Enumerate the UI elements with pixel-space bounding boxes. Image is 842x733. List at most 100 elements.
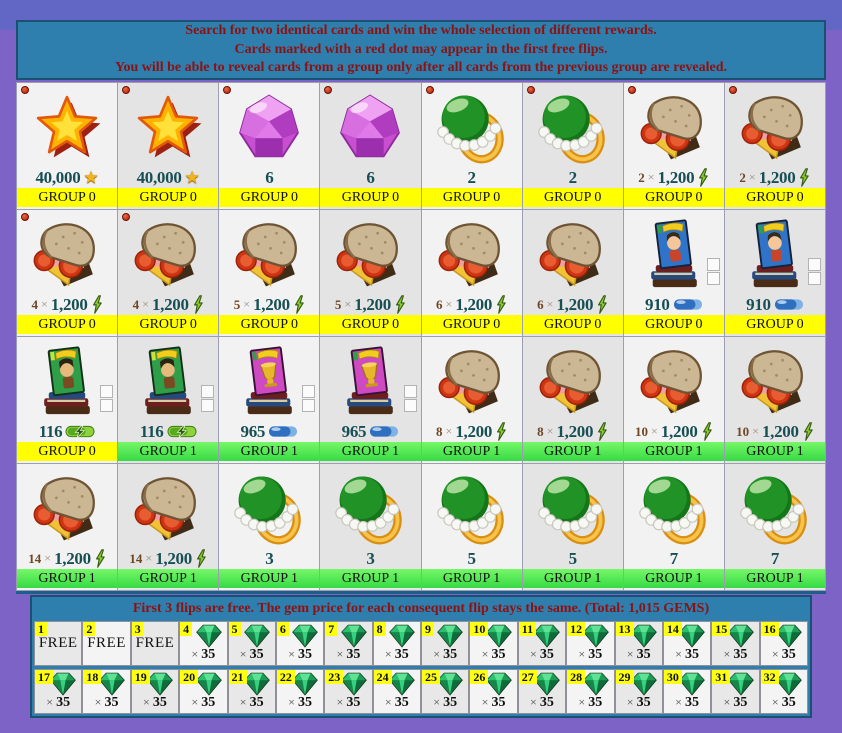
star-icon — [17, 85, 117, 167]
energy-bolt-icon — [193, 295, 203, 314]
group-label: GROUP 1 — [118, 442, 219, 461]
gem-count: 35 — [297, 647, 312, 662]
flip-number: 30 — [663, 670, 682, 684]
gem-cost: × 35 — [325, 693, 371, 711]
reward-value: 14 × 1,200 — [28, 548, 106, 569]
times-symbol: × — [239, 695, 250, 709]
times-symbol: × — [191, 695, 202, 709]
flip-number: 3 — [131, 622, 144, 636]
reward-card: 5 GROUP 1 — [421, 464, 522, 590]
gem-icon — [727, 672, 754, 696]
group-label: GROUP 1 — [320, 442, 421, 461]
comic-green-icon — [17, 339, 117, 421]
reward-multiplier: 8 — [537, 423, 544, 439]
energy-bolt-icon — [395, 295, 405, 314]
flip-price-cell: 24 × 35 — [372, 669, 421, 714]
reward-card: 4 × 1,200 GROUP 0 — [118, 210, 219, 336]
gem-count: 35 — [781, 647, 796, 662]
sandwich-icon — [320, 212, 420, 294]
group-label: GROUP 1 — [421, 569, 522, 588]
red-dot-indicator — [223, 86, 232, 94]
reward-value: 2 × 1,200 — [638, 167, 709, 188]
reward-amount: 7 — [770, 548, 780, 568]
reward-value: 2 — [568, 167, 578, 188]
reward-value: 40,000 ★ — [137, 167, 200, 188]
reward-value: 7 — [770, 548, 780, 569]
gem-count: 35 — [443, 647, 458, 662]
gem-cost: × 35 — [229, 693, 275, 711]
flip-price-cell: 17 × 35 — [34, 669, 83, 714]
stack-boxes — [808, 258, 821, 285]
times-symbol: × — [288, 695, 298, 709]
reward-card: 2 GROUP 0 — [421, 83, 522, 209]
group-label: GROUP 0 — [320, 188, 421, 207]
energy-bolt-icon — [800, 168, 810, 187]
reward-multiplier: 2 — [638, 169, 645, 185]
gem-purple-icon — [219, 85, 319, 167]
instruction-line-3: You will be able to reveal cards from a … — [114, 60, 728, 76]
reward-value: 6 × 1,200 — [436, 294, 507, 315]
energy-bolt-icon — [803, 422, 813, 441]
energy-bolt-icon — [497, 295, 506, 314]
energy-bolt-icon — [598, 422, 607, 441]
reward-amount: 2 — [467, 167, 476, 187]
reward-multiplier: 5 — [233, 296, 241, 312]
reward-card: 910 GROUP 0 — [724, 210, 825, 336]
gem-cost: × 35 — [567, 693, 613, 711]
reward-card: 2 GROUP 0 — [522, 83, 623, 209]
flip-number: 12 — [567, 622, 586, 636]
pearl-ring-icon — [523, 466, 623, 548]
gem-cost: × 35 — [470, 645, 516, 663]
sandwich-icon — [219, 212, 319, 294]
times-symbol: × — [723, 695, 734, 709]
reward-card: 5 × 1,200 GROUP 0 — [219, 210, 320, 336]
gem-cost: × 35 — [470, 693, 516, 711]
group-label: GROUP 1 — [421, 442, 522, 461]
group-label: GROUP 0 — [724, 315, 825, 334]
gem-count: 35 — [491, 695, 506, 710]
reward-value: 5 — [569, 548, 578, 569]
group-label: GROUP 1 — [219, 442, 320, 461]
reward-value: 910 — [645, 294, 703, 315]
price-panel: First 3 flips are free. The gem price fo… — [30, 595, 812, 718]
reward-value: 116 — [39, 421, 96, 442]
reward-amount: 1,200 — [354, 294, 391, 314]
reward-value: 6 × 1,200 — [537, 294, 608, 315]
group-label: GROUP 0 — [421, 188, 522, 207]
group-label: GROUP 0 — [118, 315, 219, 334]
flip-number: 4 — [180, 622, 193, 636]
times-symbol: × — [46, 695, 57, 709]
sandwich-icon — [422, 339, 522, 421]
flip-number: 14 — [663, 622, 682, 636]
gem-icon — [679, 624, 706, 648]
free-label: FREE — [135, 635, 175, 651]
reward-amount: 1,200 — [761, 421, 799, 441]
group-label: GROUP 1 — [623, 569, 724, 588]
flip-number: 29 — [615, 670, 634, 684]
reward-value: 10 × 1,200 — [635, 421, 713, 442]
pearl-ring-icon — [624, 466, 724, 548]
flip-price-cell: 29 × 35 — [614, 669, 663, 714]
red-dot-indicator — [122, 213, 131, 221]
flip-price-cell: 3 FREE — [130, 621, 180, 666]
times-symbol: × — [626, 647, 637, 661]
reward-card: 965 GROUP 1 — [219, 337, 320, 463]
free-label: FREE — [38, 635, 78, 651]
gem-cost: × 35 — [761, 645, 807, 663]
flip-price-cell: 20 × 35 — [179, 669, 228, 714]
gem-cost: × 35 — [519, 645, 565, 663]
reward-amount: 1,200 — [151, 294, 189, 314]
reward-card: 116 GROUP 1 — [118, 337, 219, 463]
reward-amount: 965 — [240, 421, 266, 441]
reward-amount: 2 — [568, 167, 578, 187]
instruction-line-2: Cards marked with a red dot may appear i… — [234, 41, 608, 57]
gem-cost: × 35 — [422, 645, 468, 663]
group-label: GROUP 0 — [17, 188, 118, 207]
blue-capsule-icon — [370, 426, 399, 437]
stack-boxes — [403, 385, 417, 412]
red-dot-indicator — [324, 86, 333, 94]
reward-multiplier: 5 — [334, 296, 342, 312]
reward-card: 2 × 1,200 GROUP 0 — [623, 83, 724, 209]
gem-count: 35 — [781, 695, 796, 710]
